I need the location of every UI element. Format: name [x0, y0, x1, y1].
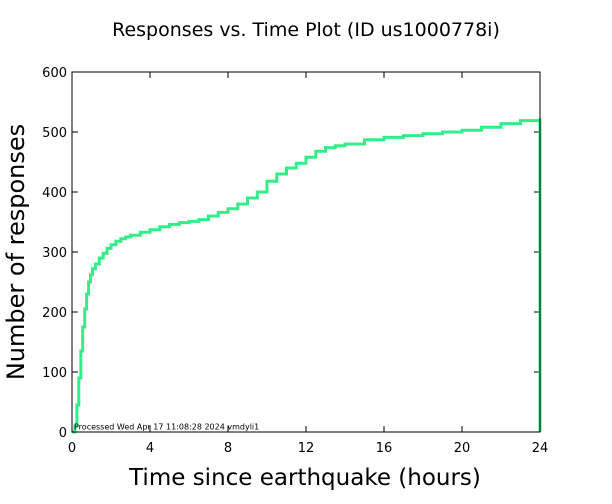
x-tick-label: 12 — [298, 441, 315, 456]
x-tick-label: 20 — [454, 441, 471, 456]
axis-ticks: 0 4 8 12 16 20 24 0 100 200 300 400 500 600 — [42, 66, 548, 456]
y-tick-label: 200 — [42, 306, 67, 321]
y-axis-label: Number of responses — [2, 124, 30, 380]
y-tick-label: 100 — [42, 366, 67, 381]
x-tick-label: 24 — [532, 441, 549, 456]
plot-frame — [71, 71, 541, 433]
chart-title: Responses vs. Time Plot (ID us1000778i) — [112, 19, 500, 41]
series-layer — [72, 118, 542, 434]
x-tick-label: 16 — [376, 441, 393, 456]
x-tick-label: 4 — [146, 441, 154, 456]
y-tick-label: 500 — [42, 126, 67, 141]
y-tick-label: 600 — [42, 66, 67, 81]
processed-note: Processed Wed Apr 17 11:08:28 2024 vmdyl… — [74, 423, 259, 432]
y-tick-label: 0 — [59, 426, 67, 441]
y-tick-label: 300 — [42, 246, 67, 261]
series-line — [72, 118, 542, 434]
x-axis-label: Time since earthquake (hours) — [128, 465, 481, 491]
y-tick-label: 400 — [42, 186, 67, 201]
x-tick-label: 0 — [68, 441, 76, 456]
x-tick-label: 8 — [224, 441, 232, 456]
